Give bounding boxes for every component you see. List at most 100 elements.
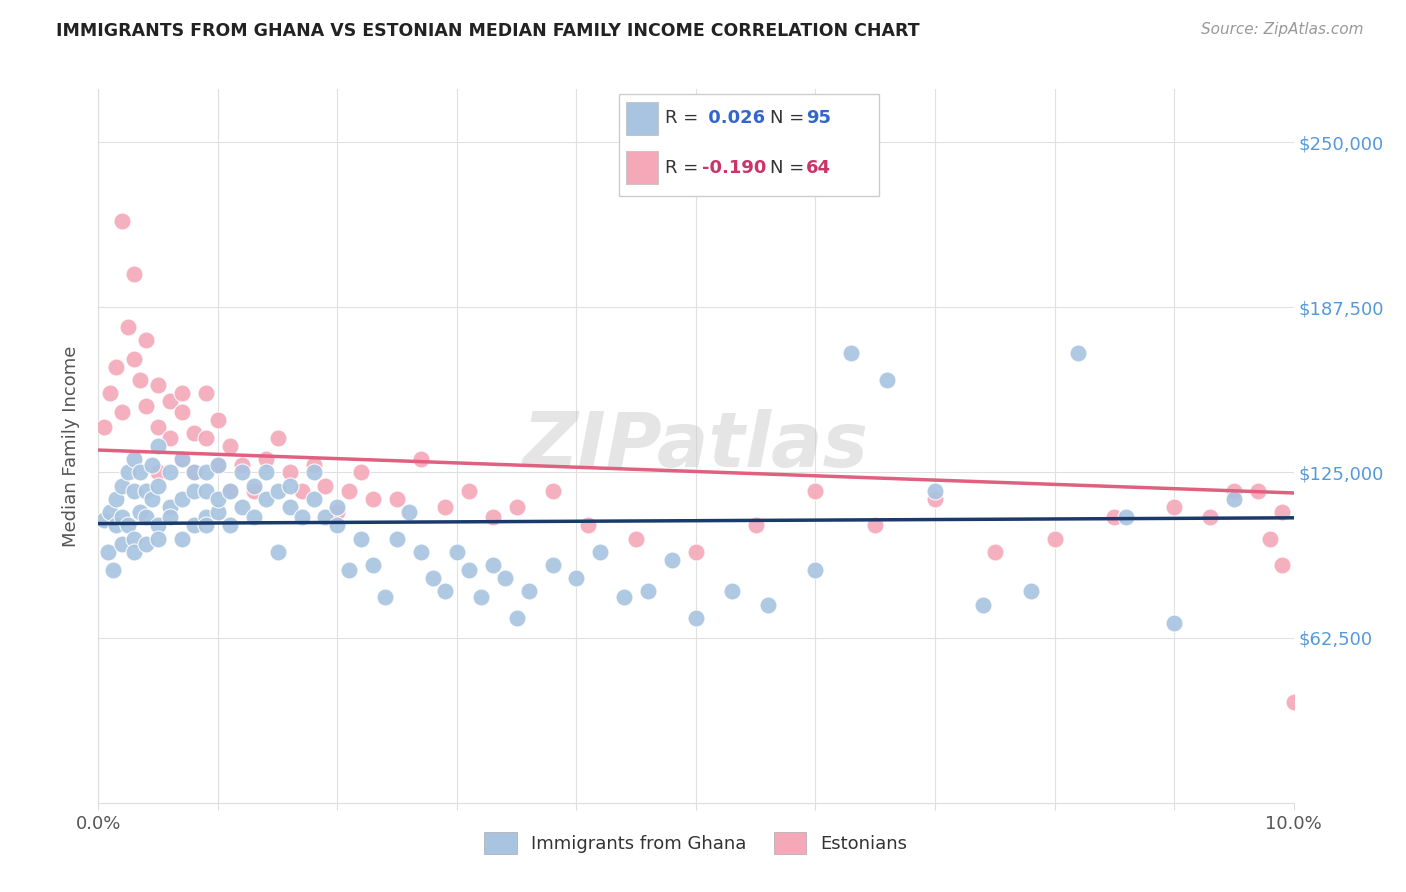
Point	[315, 478, 337, 492]
Point	[111, 214, 134, 228]
Point	[865, 518, 887, 533]
Point	[541, 558, 564, 572]
Point	[458, 563, 481, 577]
Point	[117, 466, 139, 480]
Point	[254, 452, 277, 467]
Point	[141, 458, 163, 472]
Point	[482, 510, 505, 524]
Point	[129, 466, 152, 480]
Point	[458, 483, 481, 498]
Point	[1282, 695, 1305, 709]
Point	[93, 420, 115, 434]
Point	[374, 590, 396, 604]
Point	[148, 466, 170, 480]
Point	[243, 478, 266, 492]
Point	[446, 545, 468, 559]
Point	[148, 478, 170, 492]
Point	[195, 483, 218, 498]
Point	[339, 563, 361, 577]
Point	[148, 439, 170, 453]
Point	[219, 483, 242, 498]
Point	[183, 425, 205, 440]
Point	[661, 552, 683, 566]
Point	[172, 452, 194, 467]
Point	[219, 439, 242, 453]
Point	[756, 598, 779, 612]
Point	[1104, 510, 1126, 524]
Point	[626, 532, 648, 546]
Point	[129, 373, 152, 387]
Point	[984, 545, 1007, 559]
Point	[135, 537, 157, 551]
Point	[207, 505, 229, 519]
Point	[1258, 532, 1281, 546]
Point	[172, 491, 194, 506]
Point	[267, 483, 290, 498]
Point	[195, 518, 218, 533]
Point	[1199, 510, 1222, 524]
Point	[124, 483, 146, 498]
Point	[482, 558, 505, 572]
Point	[231, 458, 253, 472]
Point	[231, 500, 253, 514]
Point	[183, 466, 205, 480]
Point	[117, 320, 139, 334]
Point	[422, 571, 444, 585]
Point	[721, 584, 744, 599]
Point	[589, 545, 612, 559]
Point	[302, 466, 325, 480]
Point	[172, 404, 194, 418]
Point	[1115, 510, 1137, 524]
Text: 0.026: 0.026	[702, 110, 765, 128]
Point	[1271, 505, 1294, 519]
Point	[159, 500, 181, 514]
Text: IMMIGRANTS FROM GHANA VS ESTONIAN MEDIAN FAMILY INCOME CORRELATION CHART: IMMIGRANTS FROM GHANA VS ESTONIAN MEDIAN…	[56, 22, 920, 40]
Legend: Immigrants from Ghana, Estonians: Immigrants from Ghana, Estonians	[474, 822, 918, 865]
Point	[506, 500, 529, 514]
Point	[93, 513, 115, 527]
Point	[124, 545, 146, 559]
Point	[613, 590, 636, 604]
Bar	[627, 151, 658, 184]
Point	[339, 483, 361, 498]
Point	[1043, 532, 1066, 546]
Point	[129, 505, 152, 519]
Point	[326, 505, 349, 519]
Point	[105, 491, 128, 506]
Point	[195, 466, 218, 480]
Text: 95: 95	[806, 110, 831, 128]
Point	[97, 545, 120, 559]
Text: R =: R =	[665, 159, 704, 177]
Point	[685, 545, 707, 559]
Point	[159, 394, 181, 409]
Point	[111, 478, 134, 492]
Point	[98, 505, 122, 519]
Point	[135, 510, 157, 524]
Point	[745, 518, 768, 533]
Point	[105, 518, 128, 533]
Point	[398, 505, 420, 519]
Point	[804, 483, 827, 498]
Bar	[627, 102, 658, 135]
Point	[876, 373, 898, 387]
Point	[148, 518, 170, 533]
Point	[350, 466, 373, 480]
Point	[117, 518, 139, 533]
Point	[804, 563, 827, 577]
Point	[302, 458, 325, 472]
Point	[135, 483, 157, 498]
Point	[385, 491, 409, 506]
Point	[363, 558, 385, 572]
Point	[1271, 558, 1294, 572]
Point	[254, 491, 277, 506]
Point	[470, 590, 492, 604]
Point	[278, 500, 301, 514]
Point	[841, 346, 863, 360]
Point	[141, 491, 163, 506]
Point	[278, 478, 301, 492]
Point	[124, 267, 146, 281]
Point	[98, 386, 122, 401]
Point	[350, 532, 373, 546]
Point	[195, 510, 218, 524]
Point	[565, 571, 588, 585]
